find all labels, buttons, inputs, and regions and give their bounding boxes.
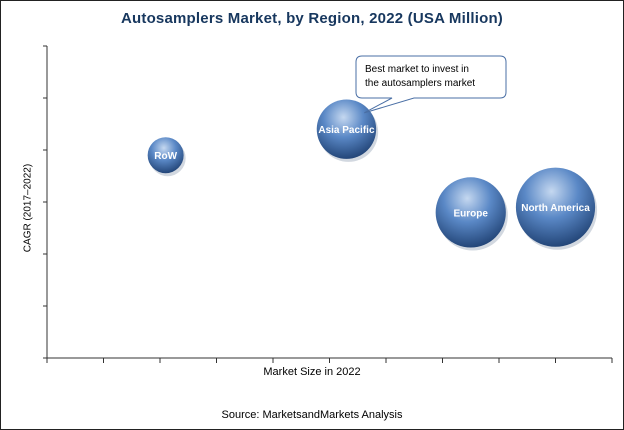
bubble-asia-pacific-circle [316,99,377,159]
bubble-europe-label: Europe [454,208,489,219]
bubble-north-america-label: North America [521,203,590,214]
bubble-north-america-circle [515,167,596,247]
bubble-row-circle [147,137,184,174]
callout-text-line: the autosamplers market [365,78,475,89]
chart-title: Autosamplers Market, by Region, 2022 (US… [120,10,504,27]
chart-axes [43,45,613,363]
chart-bubbles: RoW Asia Pacific Europe North America [147,99,598,251]
bubble-north-america: North America [515,167,598,250]
callout-text-line: Best market to invest in [365,64,469,75]
x-axis-label: Market Size in 2022 [263,366,361,378]
bubble-asia-pacific-label: Asia Pacific [318,125,375,136]
callout-box [355,55,507,114]
bubble-row-label: RoW [154,151,177,162]
source-note: Source: MarketsandMarkets Analysis [221,409,403,421]
bubble-europe: Europe [435,177,508,251]
bubble-asia-pacific: Asia Pacific [316,99,379,162]
bubble-row: RoW [147,137,186,177]
bubble-europe-circle [435,177,506,248]
chart-callout: Best market to invest in the autosamplers… [355,55,507,114]
y-axis-label: CAGR (2017–2022) [22,163,34,253]
